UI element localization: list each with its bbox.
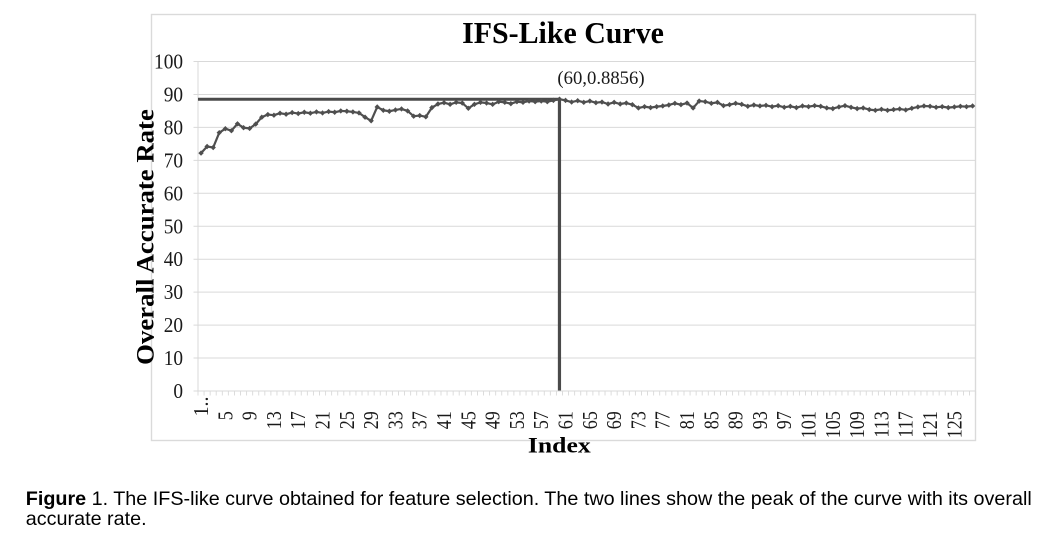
svg-text:117: 117 (896, 411, 919, 438)
svg-text:41: 41 (434, 411, 457, 429)
svg-text:61: 61 (555, 411, 578, 429)
svg-text:53: 53 (507, 411, 530, 429)
svg-text:97: 97 (774, 411, 797, 429)
svg-text:93: 93 (750, 411, 773, 429)
svg-text:Index: Index (528, 433, 591, 458)
svg-text:21: 21 (312, 411, 335, 429)
svg-text:25: 25 (337, 411, 360, 429)
svg-text:17: 17 (288, 411, 311, 429)
svg-text:81: 81 (677, 411, 700, 429)
svg-text:125: 125 (944, 411, 967, 438)
svg-text:1..: 1.. (191, 397, 214, 417)
svg-text:Overall Accurate Rate: Overall Accurate Rate (131, 109, 159, 365)
svg-text:60: 60 (164, 183, 183, 206)
svg-text:101: 101 (798, 411, 821, 438)
svg-text:45: 45 (458, 411, 481, 429)
svg-text:80: 80 (164, 117, 183, 140)
svg-text:30: 30 (164, 281, 183, 304)
svg-text:13: 13 (264, 411, 287, 429)
svg-text:40: 40 (164, 249, 183, 272)
svg-text:69: 69 (604, 411, 627, 429)
svg-text:121: 121 (920, 411, 943, 438)
svg-text:50: 50 (164, 216, 183, 239)
svg-text:5: 5 (215, 411, 238, 420)
svg-text:57: 57 (531, 411, 554, 429)
svg-text:(60,0.8856): (60,0.8856) (557, 68, 644, 89)
svg-text:37: 37 (410, 411, 433, 429)
svg-text:29: 29 (361, 411, 384, 429)
svg-text:73: 73 (628, 411, 651, 429)
svg-text:65: 65 (580, 411, 603, 429)
svg-text:20: 20 (164, 314, 183, 337)
svg-text:10: 10 (164, 347, 183, 370)
svg-text:0: 0 (173, 380, 183, 403)
svg-text:109: 109 (847, 411, 870, 438)
svg-text:33: 33 (385, 411, 408, 429)
svg-text:100: 100 (154, 51, 183, 74)
svg-text:90: 90 (164, 84, 183, 107)
svg-text:IFS-Like Curve: IFS-Like Curve (462, 16, 664, 51)
svg-text:85: 85 (701, 411, 724, 429)
svg-text:70: 70 (164, 150, 183, 173)
svg-text:49: 49 (482, 411, 505, 429)
svg-text:77: 77 (653, 411, 676, 429)
svg-text:9: 9 (239, 411, 262, 420)
svg-text:113: 113 (871, 411, 894, 438)
svg-text:89: 89 (725, 411, 748, 429)
svg-text:105: 105 (823, 411, 846, 438)
